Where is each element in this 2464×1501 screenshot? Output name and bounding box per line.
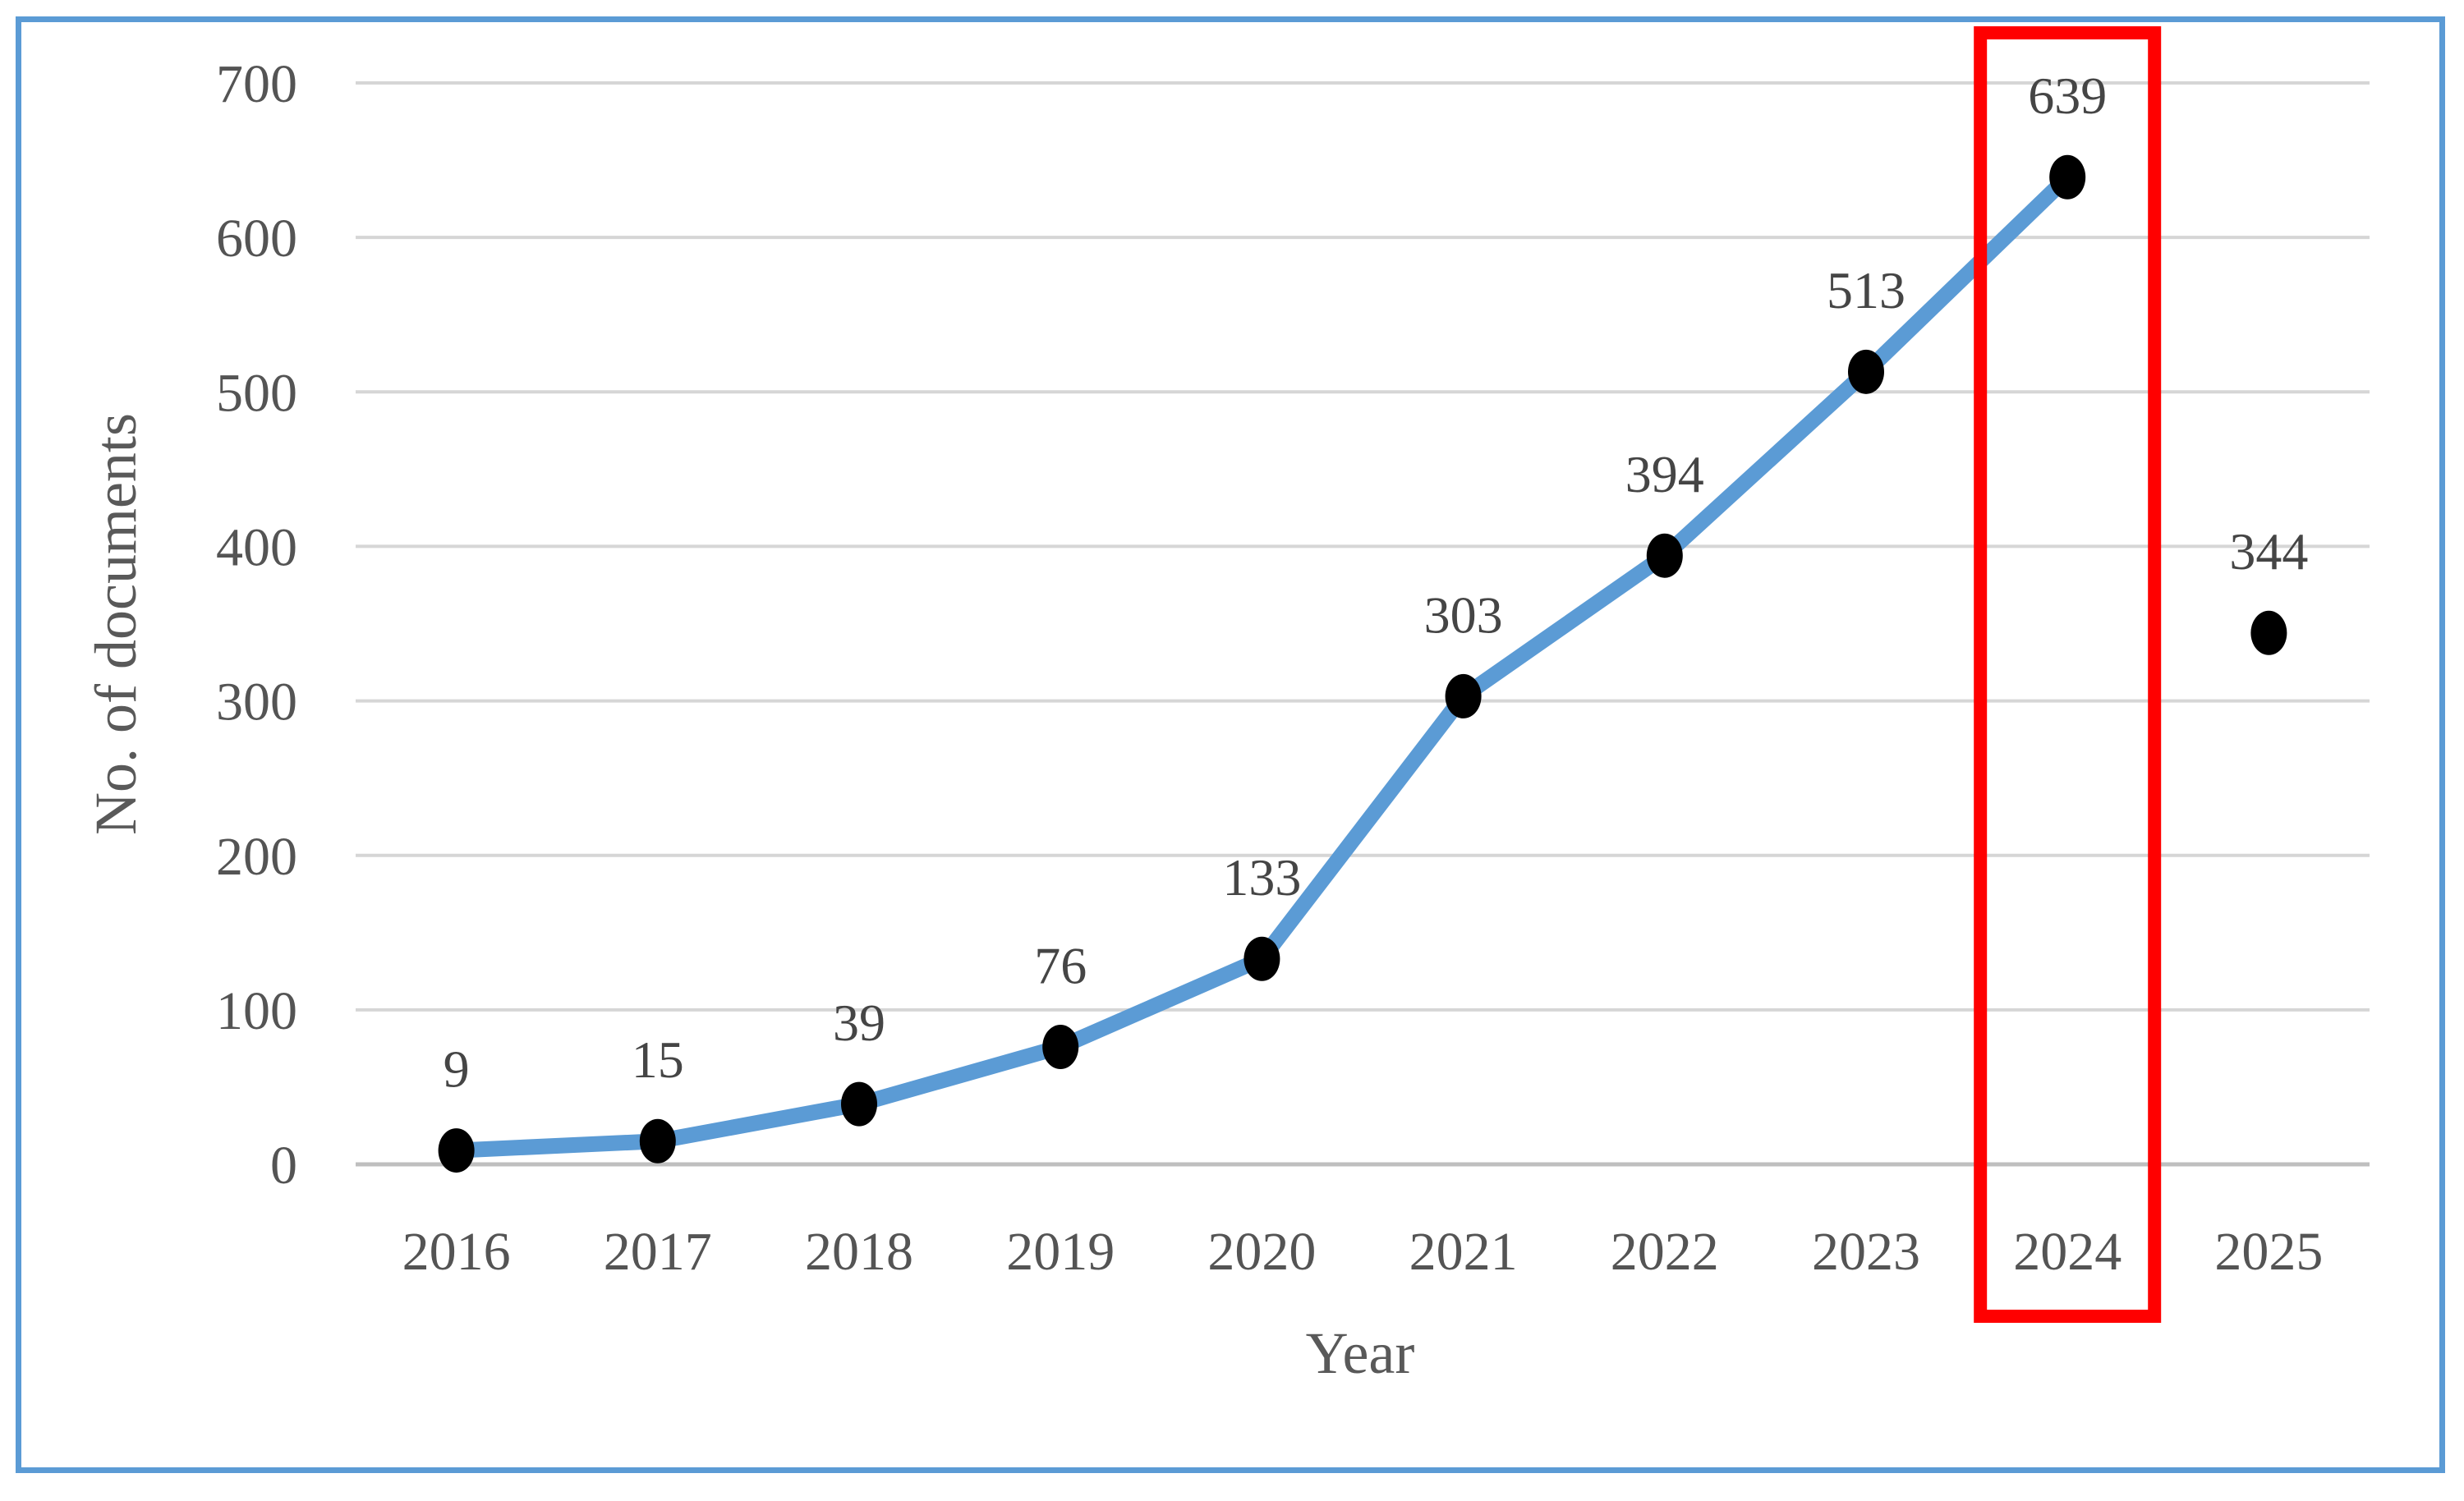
x-tick-label: 2018 <box>805 1222 913 1282</box>
x-tick-label: 2017 <box>604 1222 712 1282</box>
data-point-marker <box>639 1118 676 1164</box>
x-tick-label: 2020 <box>1207 1222 1316 1282</box>
series-group <box>438 154 2287 1173</box>
data-point-label: 15 <box>632 1031 684 1089</box>
y-tick-label: 200 <box>216 827 297 887</box>
x-tick-label: 2025 <box>2214 1222 2323 1282</box>
data-point-marker <box>1243 936 1280 981</box>
chart-outer-border <box>16 16 2445 1473</box>
data-point-marker <box>1445 673 1482 718</box>
data-labels-group: 9 15 39 76 133 303 394 513 639 344 <box>444 67 2309 1098</box>
data-point-marker <box>438 1128 475 1173</box>
data-point-label: 303 <box>1424 585 1503 644</box>
highlight-box-2024 <box>1974 26 2162 1323</box>
data-point-marker <box>2049 154 2086 200</box>
x-tick-label: 2021 <box>1409 1222 1518 1282</box>
y-tick-label: 600 <box>216 209 297 269</box>
x-axis-title: Year <box>1306 1320 1415 1386</box>
x-tick-label: 2023 <box>1812 1222 1920 1282</box>
data-point-label: 394 <box>1625 445 1704 503</box>
data-point-marker <box>2250 610 2287 655</box>
data-point-label: 133 <box>1222 848 1301 907</box>
data-point-label: 76 <box>1034 936 1087 994</box>
x-tick-label: 2022 <box>1611 1222 1719 1282</box>
y-tick-label: 500 <box>216 363 297 423</box>
y-tick-label: 700 <box>216 54 297 114</box>
y-tick-label: 100 <box>216 981 297 1041</box>
x-tick-label: 2019 <box>1006 1222 1115 1282</box>
data-point-marker <box>1042 1025 1079 1070</box>
data-point-label: 39 <box>833 994 885 1052</box>
data-point-marker <box>1646 533 1683 578</box>
annotations-group <box>1974 26 2162 1323</box>
x-tick-label: 2024 <box>2013 1222 2122 1282</box>
data-point-marker <box>1848 349 1884 394</box>
x-tick-label: 2016 <box>402 1222 511 1282</box>
data-point-marker <box>841 1081 877 1127</box>
data-point-label: 513 <box>1827 261 1905 319</box>
y-tick-label: 400 <box>216 518 297 578</box>
tick-labels-group: 0 100 200 300 400 500 600 700 2016 2017 2018 2019 20… <box>216 54 2323 1282</box>
y-axis-title: No. of documents <box>83 413 149 835</box>
y-tick-label: 0 <box>270 1136 297 1196</box>
gridlines-group <box>356 81 2370 1167</box>
y-tick-label: 300 <box>216 672 297 732</box>
series-line <box>448 169 2076 1159</box>
data-point-label: 639 <box>2028 67 2107 125</box>
data-point-label: 344 <box>2229 522 2308 581</box>
data-point-label: 9 <box>444 1040 470 1098</box>
